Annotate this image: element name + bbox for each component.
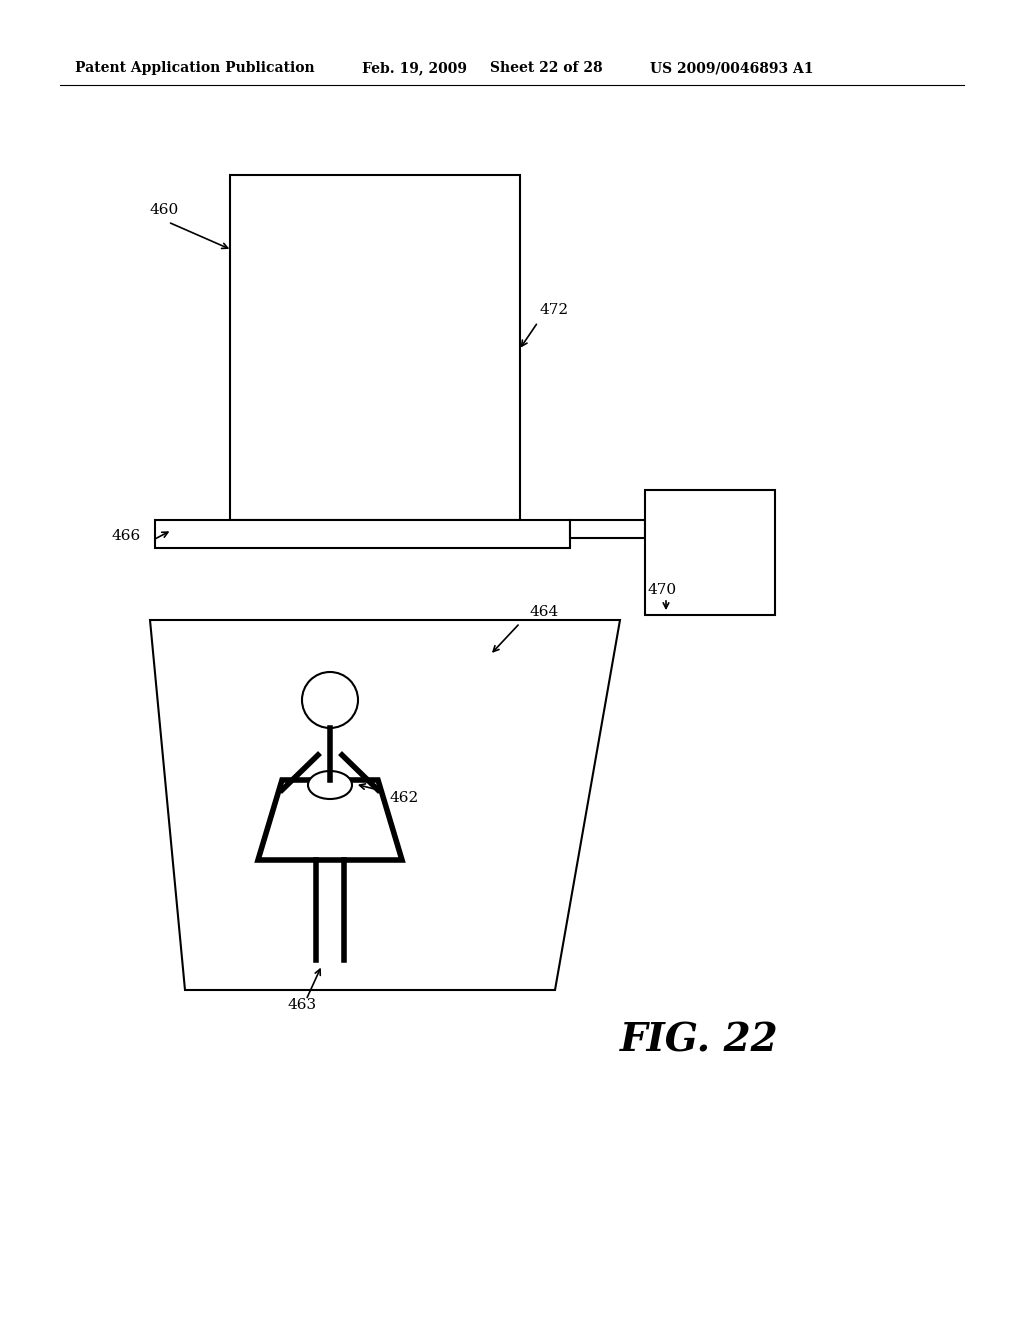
Text: Patent Application Publication: Patent Application Publication xyxy=(75,61,314,75)
Text: US 2009/0046893 A1: US 2009/0046893 A1 xyxy=(650,61,813,75)
Text: 462: 462 xyxy=(390,791,419,805)
Bar xyxy=(645,490,775,615)
Circle shape xyxy=(302,672,358,729)
Polygon shape xyxy=(150,620,620,990)
Text: FIG. 22: FIG. 22 xyxy=(620,1020,778,1059)
Text: 463: 463 xyxy=(288,998,317,1012)
Bar xyxy=(570,520,645,539)
Bar xyxy=(230,176,520,520)
Text: 460: 460 xyxy=(150,203,179,216)
Text: 464: 464 xyxy=(530,605,559,619)
Text: Feb. 19, 2009: Feb. 19, 2009 xyxy=(362,61,467,75)
Polygon shape xyxy=(258,780,402,861)
Text: 470: 470 xyxy=(648,583,677,597)
Bar xyxy=(155,520,570,548)
Ellipse shape xyxy=(308,771,352,799)
Text: Sheet 22 of 28: Sheet 22 of 28 xyxy=(490,61,603,75)
Text: 472: 472 xyxy=(540,304,569,317)
Text: 466: 466 xyxy=(112,529,141,543)
